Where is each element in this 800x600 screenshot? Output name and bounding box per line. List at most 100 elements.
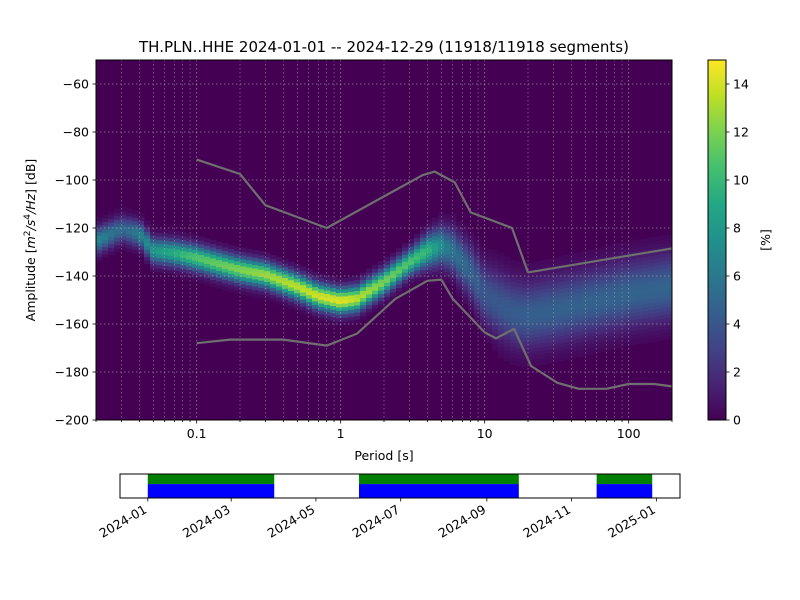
density-cell xyxy=(552,315,559,320)
density-cell xyxy=(510,270,517,275)
density-cell xyxy=(240,265,247,270)
density-cell xyxy=(606,331,613,337)
density-cell xyxy=(126,240,133,246)
density-cell xyxy=(642,249,649,254)
density-cell xyxy=(210,272,217,277)
psd-density-heatmap xyxy=(96,206,672,368)
density-cell xyxy=(294,285,301,290)
density-cell xyxy=(636,325,643,331)
density-cell xyxy=(204,238,211,243)
density-cell xyxy=(456,271,463,276)
density-cell xyxy=(528,280,535,285)
density-cell xyxy=(318,295,325,300)
density-cell xyxy=(576,281,583,286)
density-cell xyxy=(150,249,157,254)
density-cell xyxy=(558,349,565,355)
density-cell xyxy=(630,330,637,335)
density-cell xyxy=(450,263,457,269)
density-cell xyxy=(264,288,271,293)
density-cell xyxy=(402,254,409,259)
density-cell xyxy=(594,266,601,271)
density-cell xyxy=(408,256,415,262)
density-cell xyxy=(150,245,157,250)
density-cell xyxy=(198,236,205,241)
density-cell xyxy=(444,257,451,262)
density-cell xyxy=(324,300,331,305)
density-cell xyxy=(108,250,115,256)
density-cell xyxy=(96,224,103,229)
density-cell xyxy=(192,238,199,243)
density-cell xyxy=(564,337,571,342)
density-cell xyxy=(390,263,397,268)
density-cell xyxy=(330,319,337,325)
density-cell xyxy=(486,281,493,286)
density-cell xyxy=(474,298,481,303)
density-cell xyxy=(492,303,499,309)
density-cell xyxy=(456,253,463,258)
density-cell xyxy=(324,304,331,309)
density-cell xyxy=(660,264,667,269)
density-cell xyxy=(462,296,469,301)
density-cell xyxy=(480,304,487,309)
density-cell xyxy=(588,253,595,258)
density-cell xyxy=(486,321,493,326)
density-cell xyxy=(186,247,193,253)
density-cell xyxy=(654,279,661,284)
density-cell xyxy=(486,299,493,304)
density-cell xyxy=(666,313,672,318)
density-cell xyxy=(534,361,541,367)
density-cell xyxy=(612,309,619,314)
density-cell xyxy=(516,344,523,349)
density-cell xyxy=(180,257,187,262)
density-cell xyxy=(306,305,313,310)
density-cell xyxy=(486,249,493,254)
density-cell xyxy=(168,255,175,260)
density-cell xyxy=(648,248,655,253)
density-cell xyxy=(618,286,625,291)
timeline-tick-label: 2024-01 xyxy=(97,502,150,541)
density-cell xyxy=(300,306,307,311)
density-cell xyxy=(516,329,523,334)
density-cell xyxy=(504,321,511,326)
density-cell xyxy=(222,275,229,280)
density-cell xyxy=(330,287,337,292)
density-cell xyxy=(312,300,319,306)
density-cell xyxy=(120,221,127,226)
density-cell xyxy=(648,305,655,311)
density-cell xyxy=(642,339,649,344)
density-cell xyxy=(138,227,145,232)
density-cell xyxy=(666,310,672,315)
density-cell xyxy=(444,246,451,251)
density-cell xyxy=(666,256,672,261)
density-cell xyxy=(300,302,307,307)
density-cell xyxy=(642,321,649,326)
density-cell xyxy=(606,317,613,322)
density-cell xyxy=(654,308,661,313)
density-cell xyxy=(198,265,205,270)
density-cell xyxy=(606,324,613,329)
density-cell xyxy=(426,233,433,239)
density-cell xyxy=(192,274,199,279)
density-cell xyxy=(486,267,493,272)
density-cell xyxy=(234,260,241,265)
density-cell xyxy=(210,250,217,255)
density-cell xyxy=(534,311,541,316)
density-cell xyxy=(246,266,253,272)
density-cell xyxy=(516,304,523,309)
density-cell xyxy=(282,280,289,286)
density-cell xyxy=(174,245,181,250)
density-cell xyxy=(636,293,643,298)
x-axis-label: Period [s] xyxy=(354,448,413,463)
density-cell xyxy=(468,310,475,316)
density-cell xyxy=(612,265,619,271)
density-cell xyxy=(432,228,439,233)
density-cell xyxy=(576,331,583,336)
density-cell xyxy=(606,295,613,301)
density-cell xyxy=(582,344,589,349)
density-cell xyxy=(474,273,481,278)
density-cell xyxy=(222,243,229,248)
density-cell xyxy=(564,269,571,274)
density-cell xyxy=(600,246,607,252)
density-cell xyxy=(648,334,655,339)
density-cell xyxy=(336,281,343,286)
